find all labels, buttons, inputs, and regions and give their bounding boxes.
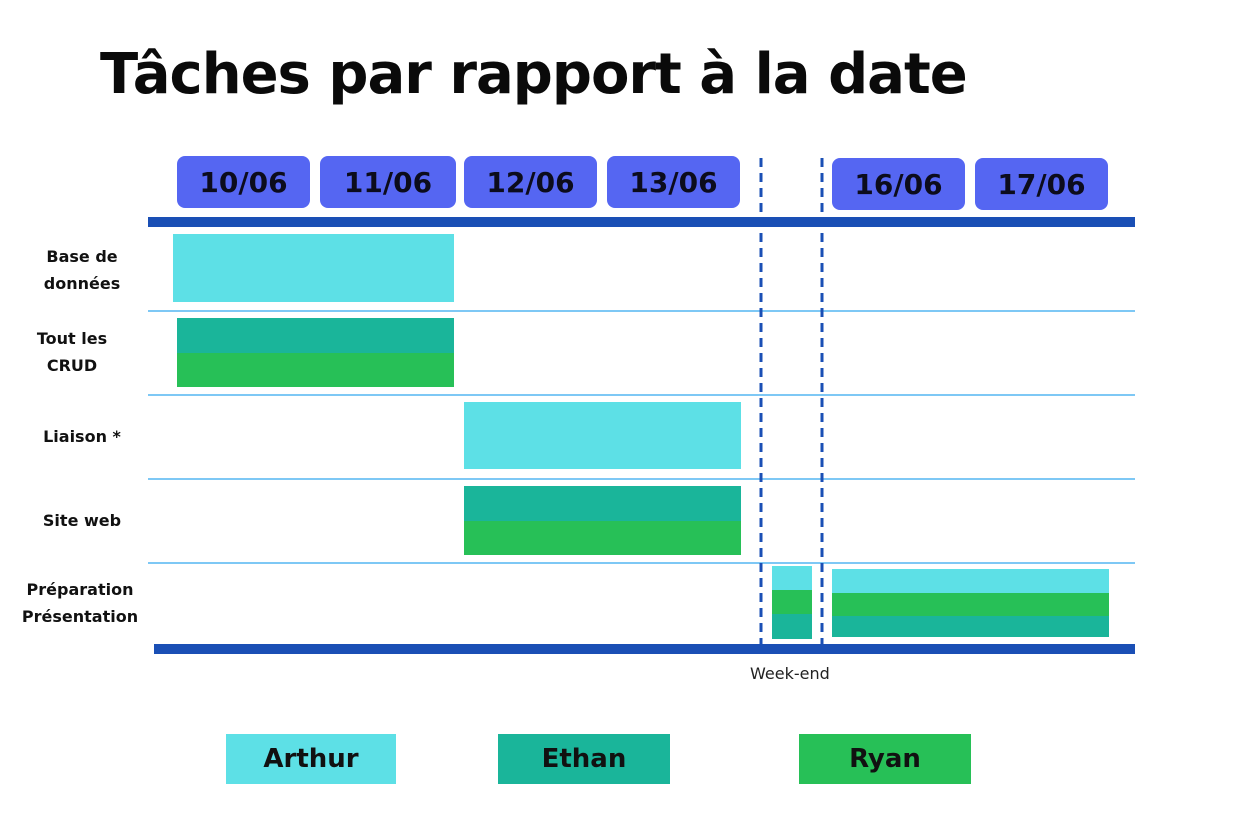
- bar-site-web-ryan: [464, 521, 741, 555]
- legend-ethan: Ethan: [498, 734, 670, 784]
- task-label-liaison: Liaison *: [18, 423, 146, 450]
- weekend-label: Week-end: [750, 664, 830, 683]
- task-label-line: Site web: [42, 511, 122, 530]
- bar-base-de-donnees-arthur: [173, 234, 454, 302]
- task-label-line: données: [43, 274, 121, 293]
- bar-prep-arthur: [832, 569, 1109, 593]
- bar-prep-ethan: [832, 616, 1109, 637]
- date-label-17-06: 17/06: [975, 158, 1108, 210]
- bar-crud-ethan: [177, 318, 454, 353]
- task-label-line: Présentation: [21, 607, 139, 626]
- task-label-line: Liaison *: [43, 427, 121, 446]
- bar-prep-weekend-ryan: [772, 590, 812, 614]
- date-label-11-06: 11/06: [320, 156, 456, 208]
- bottom-axis-line: [154, 644, 1135, 654]
- task-label-line: CRUD: [46, 356, 98, 375]
- bar-crud-ryan: [177, 353, 454, 387]
- date-label-12-06: 12/06: [464, 156, 597, 208]
- date-label-16-06: 16/06: [832, 158, 965, 210]
- legend-arthur: Arthur: [226, 734, 396, 784]
- legend-ryan: Ryan: [799, 734, 971, 784]
- task-label-site-web: Site web: [18, 507, 146, 534]
- task-label-preparation-presentation: Préparation Présentation: [16, 576, 144, 630]
- task-label-line: Base de: [46, 247, 118, 266]
- top-axis-line: [148, 217, 1135, 227]
- date-label-10-06: 10/06: [177, 156, 310, 208]
- chart-title: Tâches par rapport à la date: [100, 42, 968, 107]
- date-label-13-06: 13/06: [607, 156, 740, 208]
- task-label-base-de-donnees: Base de données: [18, 243, 146, 297]
- bar-liaison-arthur: [464, 402, 741, 469]
- task-label-line: Tout les: [36, 329, 108, 348]
- bar-site-web-ethan: [464, 486, 741, 521]
- task-label-tout-les-crud: Tout les CRUD: [8, 325, 136, 379]
- bar-prep-ryan: [832, 593, 1109, 616]
- bar-prep-weekend-arthur: [772, 566, 812, 590]
- bar-prep-weekend-ethan: [772, 614, 812, 639]
- task-label-line: Préparation: [26, 580, 134, 599]
